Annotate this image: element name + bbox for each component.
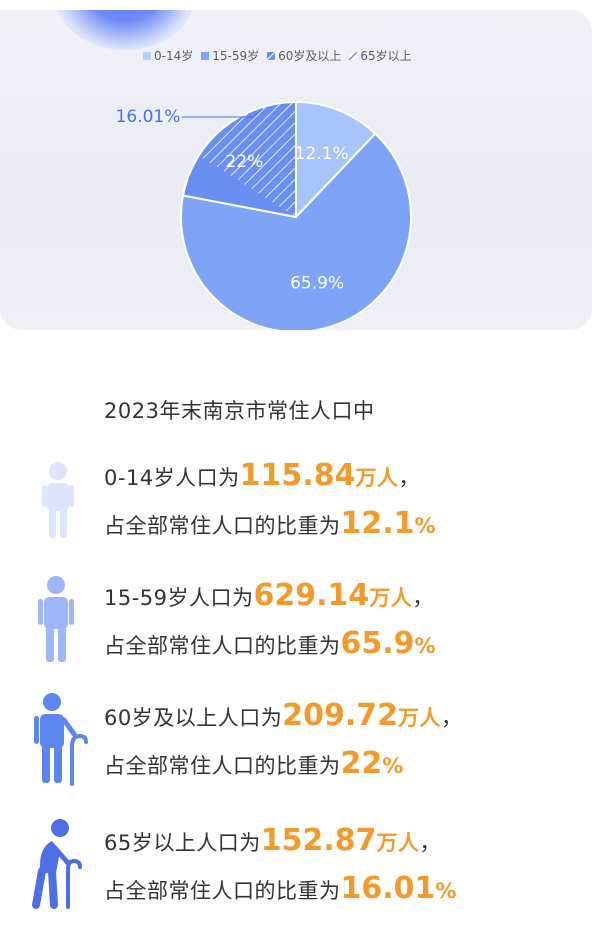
legend-label: 60岁及以上 — [278, 49, 342, 63]
pie-data-label: 12.1% — [295, 144, 349, 164]
stat-line-2: 占全部常住人口的比重为 65.9 % — [104, 626, 436, 661]
stat-line-2: 占全部常住人口的比重为 22 % — [104, 746, 404, 781]
stat-percent: 16.01 — [340, 871, 436, 906]
stat-number: 209.72 — [282, 698, 399, 733]
legend-item-0-14: 0-14岁 — [143, 47, 193, 64]
stat-line2-prefix: 占全部常住人口的比重为 — [104, 514, 341, 538]
stats-heading: 2023年末南京市常住人口中 — [104, 399, 375, 423]
stat-line-1: 15-59岁人口为 629.14 万人 ， — [104, 578, 434, 613]
pie-chart: 12.1% 65.9% 22% 16.01% — [116, 100, 412, 330]
legend-swatch-hatched-icon — [267, 51, 276, 60]
stat-line-1: 0-14岁人口为 115.84 万人 ， — [104, 458, 420, 493]
stat-unit: 万人 — [376, 831, 420, 855]
stat-percent-unit: % — [382, 754, 404, 778]
pie-slice — [295, 100, 377, 220]
pie-slice-hatched — [198, 102, 296, 217]
stat-number: 152.87 — [260, 823, 377, 858]
stat-line2-prefix: 占全部常住人口的比重为 — [104, 879, 341, 903]
chart-card: 0-14岁 15-59岁 60岁及以上 65岁以上 — [0, 10, 592, 330]
legend-swatch-icon — [143, 51, 151, 60]
stat-percent-unit: % — [414, 634, 437, 658]
stat-line-1: 65岁以上人口为 152.87 万人 ， — [104, 823, 441, 858]
stat-prefix: 65岁以上人口为 — [104, 831, 261, 855]
stat-percent: 22 — [340, 746, 383, 781]
legend-swatch-hatched-icon — [349, 51, 358, 60]
pie-slice — [180, 132, 412, 330]
legend-label: 0-14岁 — [154, 49, 194, 63]
stat-percent: 65.9 — [340, 626, 415, 661]
legend-item-65-plus: 65岁以上 — [349, 47, 412, 64]
stat-prefix: 15-59岁人口为 — [104, 586, 254, 610]
stat-line-2: 占全部常住人口的比重为 12.1 % — [104, 506, 436, 541]
child-icon — [42, 462, 74, 538]
stat-percent-unit: % — [414, 514, 437, 538]
legend-swatch-icon — [201, 51, 210, 60]
stat-unit: 万人 — [355, 466, 399, 490]
stat-punct: ， — [398, 466, 420, 490]
chart-legend: 0-14岁 15-59岁 60岁及以上 65岁以上 — [143, 47, 412, 64]
stat-unit: 万人 — [398, 706, 442, 730]
legend-label: 15-59岁 — [212, 49, 260, 63]
legend-item-60-plus: 60岁及以上 — [267, 47, 341, 64]
stat-unit: 万人 — [369, 586, 413, 610]
stat-line-2: 占全部常住人口的比重为 16.01 % — [104, 871, 457, 906]
pie-data-label: 65.9% — [290, 274, 344, 294]
pie-data-label: 16.01% — [116, 107, 181, 127]
legend-label: 65岁以上 — [360, 49, 412, 63]
stat-line2-prefix: 占全部常住人口的比重为 — [104, 754, 341, 778]
stat-punct: ， — [419, 831, 442, 855]
stat-line2-prefix: 占全部常住人口的比重为 — [104, 634, 341, 658]
stat-number: 115.84 — [239, 458, 356, 493]
label-leader-line — [182, 108, 263, 118]
pie-data-label: 22% — [226, 152, 264, 172]
stat-punct: ， — [412, 586, 434, 610]
stat-percent-unit: % — [435, 879, 457, 903]
stat-prefix: 0-14岁人口为 — [104, 466, 240, 490]
adult-icon — [38, 576, 74, 662]
stat-number: 629.14 — [253, 578, 370, 613]
legend-item-15-59: 15-59岁 — [201, 47, 259, 64]
stat-prefix: 60岁及以上人口为 — [104, 706, 283, 730]
stat-percent: 12.1 — [340, 506, 415, 541]
elder-with-cane-icon — [34, 693, 88, 786]
stat-line-1: 60岁及以上人口为 209.72 万人 ， — [104, 698, 463, 733]
senior-bent-with-cane-icon — [32, 819, 82, 909]
stat-punct: ， — [441, 706, 463, 730]
